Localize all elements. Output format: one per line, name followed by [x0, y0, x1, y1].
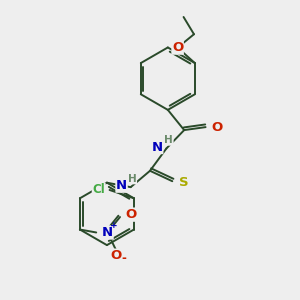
Text: -: -	[122, 251, 127, 265]
Text: +: +	[110, 221, 118, 230]
Text: S: S	[179, 176, 188, 189]
Text: Cl: Cl	[92, 184, 105, 196]
Text: O: O	[110, 249, 122, 262]
Text: O: O	[212, 121, 223, 134]
Text: O: O	[125, 208, 136, 221]
Text: H: H	[128, 174, 136, 184]
Text: H: H	[164, 135, 173, 145]
Text: O: O	[172, 41, 183, 54]
Text: N: N	[152, 140, 163, 154]
Text: N: N	[116, 179, 127, 192]
Text: N: N	[102, 226, 113, 239]
